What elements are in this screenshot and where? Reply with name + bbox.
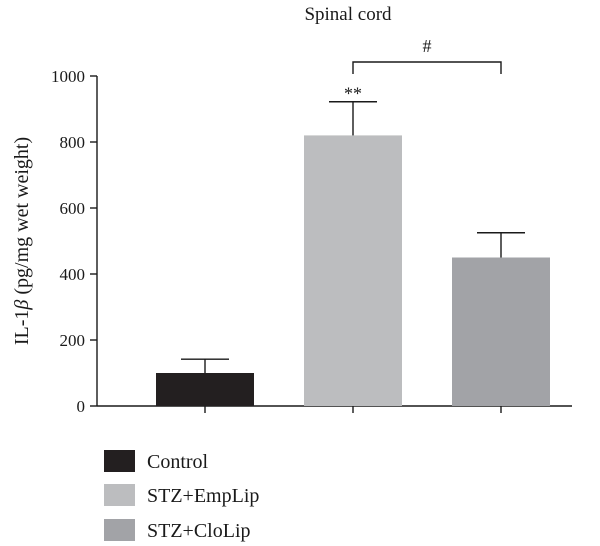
bar-stz-clolip [452,257,550,406]
y-tick-label: 200 [60,331,86,350]
y-axis-label-suffix: (pg/mg wet weight) [11,137,33,300]
legend-swatch [104,450,135,472]
y-axis-label: IL-1β (pg/mg wet weight) [11,137,33,345]
y-tick-label: 800 [60,133,86,152]
bar-control [156,373,254,406]
legend: Control STZ+EmpLip STZ+CloLip [104,450,259,542]
legend-label: STZ+CloLip [147,520,251,542]
y-tick-label: 1000 [51,67,85,86]
y-tick-label: 0 [77,397,86,416]
legend-label: STZ+EmpLip [147,485,259,507]
chart-title: Spinal cord [304,4,392,25]
y-axis-label-symbol: β [11,300,33,311]
y-tick-label: 400 [60,265,86,284]
bar-stz-emplip [304,135,402,406]
bars [156,101,550,413]
legend-swatch [104,519,135,541]
legend-swatch [104,484,135,506]
bracket-label: # [423,36,432,56]
y-axis-label-prefix: IL-1 [11,310,33,346]
y-tick-label: 600 [60,199,86,218]
comparison-bracket [352,61,502,74]
annotations: ** # [344,36,502,104]
significance-marker: ** [344,84,362,104]
legend-label: Control [147,451,209,473]
y-ticks: 0 200 400 600 800 1000 [51,67,97,416]
